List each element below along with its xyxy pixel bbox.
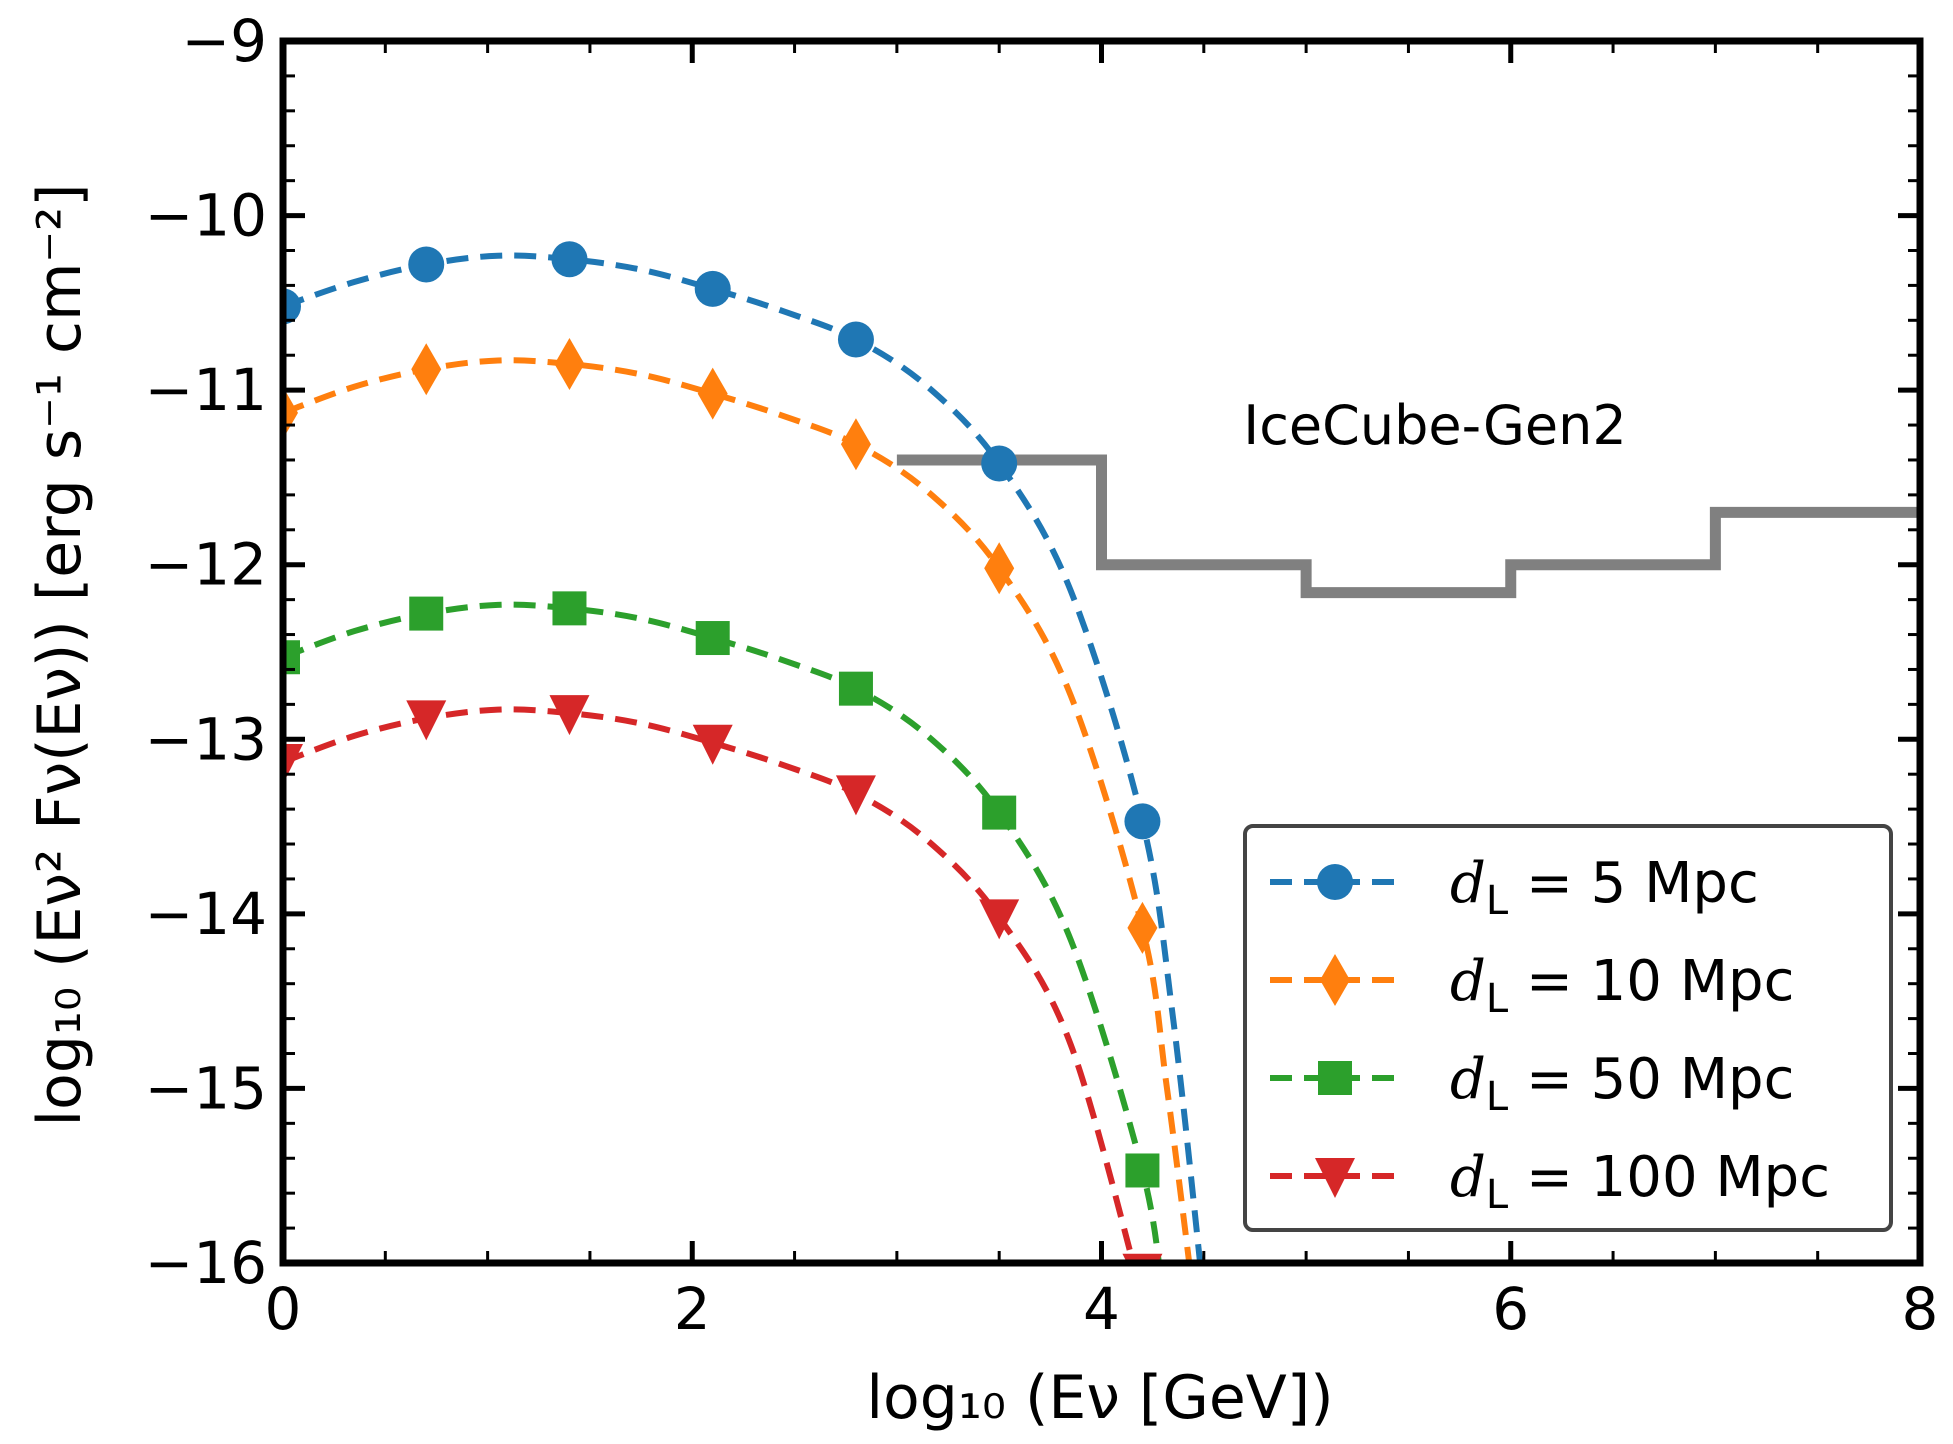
data-point-dl-100-mpc: [979, 899, 1020, 940]
x-tick-label: 6: [1492, 1275, 1529, 1343]
data-point-dl-100-mpc: [692, 724, 733, 765]
data-markers: [283, 241, 1163, 1263]
data-point-dl-10-mpc: [984, 542, 1015, 595]
plot-frame: [279, 37, 1924, 1267]
legend-marker-dl-50-mpc: [1318, 1061, 1352, 1095]
y-tick-label: −16: [145, 1229, 267, 1297]
x-tick-label: 8: [1902, 1275, 1939, 1343]
data-point-dl-10-mpc: [697, 367, 728, 420]
tick-labels: 0 2 4 6 8 −9 −10 −11 −12 −13 −14 −15 −16: [145, 7, 1939, 1343]
data-point-dl-50-mpc: [552, 591, 587, 626]
data-point-dl-5-mpc: [837, 321, 874, 358]
data-point-dl-50-mpc: [982, 795, 1017, 830]
data-point-dl-100-mpc: [406, 700, 447, 741]
legend-label-dl-50-mpc: dL = 50 Mpc: [1450, 1047, 1794, 1120]
data-point-dl-5-mpc: [283, 288, 301, 325]
data-point-dl-10-mpc: [554, 337, 585, 390]
y-axis-label: log₁₀ (Eν² Fν(Eν)) [erg s⁻¹ cm⁻²]: [25, 183, 95, 1126]
legend: dL = 5 Mpc dL = 10 Mpc dL = 50 Mpc dL = 100…: [1243, 824, 1893, 1232]
data-point-dl-10-mpc: [411, 343, 442, 396]
x-tick-label: 4: [1083, 1275, 1120, 1343]
data-point-dl-50-mpc: [695, 621, 730, 656]
data-point-dl-5-mpc: [981, 445, 1018, 482]
y-tick-label: −15: [145, 1054, 267, 1122]
data-point-dl-50-mpc: [409, 596, 444, 631]
y-tick-label: −13: [145, 705, 267, 773]
legend-marker-dl-100-mpc: [1315, 1158, 1355, 1198]
data-point-dl-5-mpc: [551, 241, 588, 278]
legend-marker-dl-10-mpc: [1320, 954, 1350, 1006]
legend-marker-dl-5-mpc: [1317, 864, 1353, 900]
legend-box: [1243, 824, 1893, 1232]
y-tick-label: −10: [145, 182, 267, 250]
data-point-dl-5-mpc: [1124, 803, 1161, 840]
series-line-dl-50-mpc: [283, 601, 1162, 1263]
data-point-dl-10-mpc: [840, 418, 871, 471]
data-point-dl-100-mpc: [835, 775, 876, 816]
x-axis-label: log₁₀ (Eν [GeV]): [866, 1363, 1333, 1433]
data-point-dl-50-mpc: [1125, 1153, 1160, 1188]
x-tick-label: 2: [674, 1275, 711, 1343]
series-line-dl-10-mpc: [283, 357, 1193, 1263]
y-tick-label: −14: [145, 880, 267, 948]
icecube-gen2-sensitivity-line: [896, 454, 1920, 599]
legend-label-dl-100-mpc: dL = 100 Mpc: [1450, 1145, 1830, 1218]
data-point-dl-50-mpc: [838, 671, 873, 706]
data-point-dl-5-mpc: [694, 270, 731, 307]
y-tick-label: −11: [145, 356, 267, 424]
data-point-dl-100-mpc: [549, 695, 590, 736]
x-tick-label: 0: [265, 1275, 302, 1343]
annotation-icecube-gen2: IceCube-Gen2: [1243, 394, 1626, 457]
data-point-dl-50-mpc: [283, 640, 300, 675]
legend-label-dl-10-mpc: dL = 10 Mpc: [1450, 949, 1794, 1022]
series-line-dl-100-mpc: [283, 706, 1137, 1263]
y-tick-label: −9: [182, 7, 268, 75]
legend-label-dl-5-mpc: dL = 5 Mpc: [1450, 851, 1759, 924]
series-line-dl-5-mpc: [283, 252, 1204, 1263]
data-point-dl-10-mpc: [1127, 901, 1158, 954]
data-point-dl-5-mpc: [408, 246, 445, 283]
y-tick-label: −12: [145, 531, 267, 599]
